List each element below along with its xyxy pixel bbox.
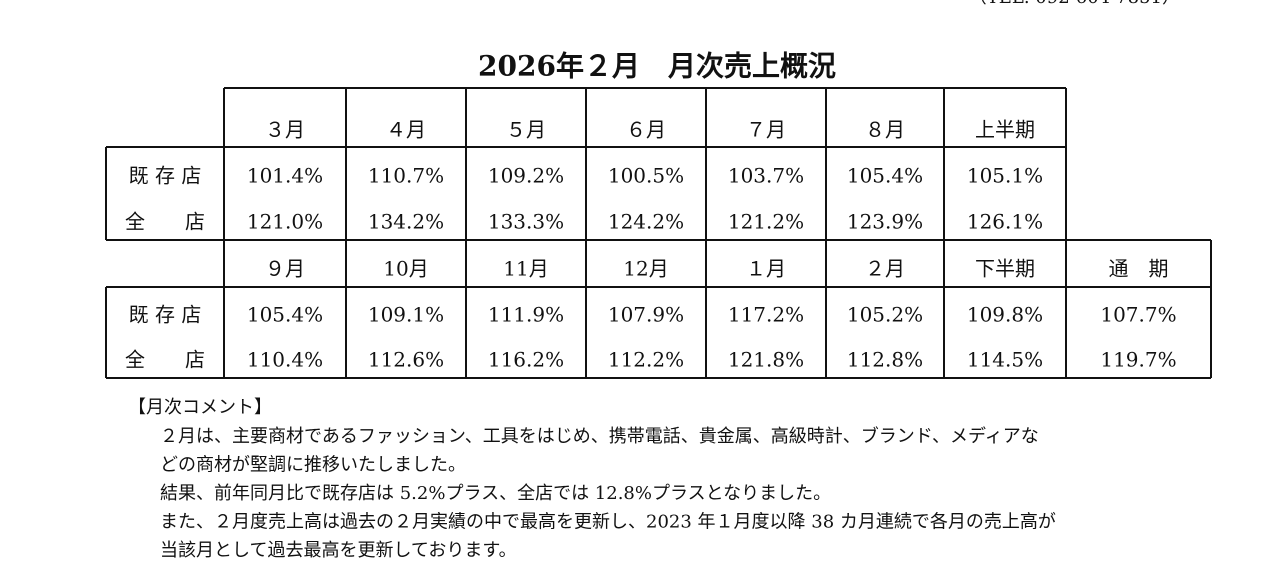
cell-value: 121.8% [728,348,804,372]
table-borders [105,87,1212,379]
cell-value: 109.1% [368,303,444,327]
cell-value: 124.2% [608,210,684,234]
cell-value: 119.7% [1100,348,1176,372]
comment-line: また、２月度売上高は過去の２月実績の中で最高を更新し、2023 年１月度以降 3… [160,512,1056,533]
column-header: ９月 [265,257,305,281]
comment-line: どの商材が堅調に推移いたしました。 [160,455,466,476]
cell-value: 105.1% [967,164,1043,188]
column-header: 10月 [383,257,428,281]
comment-line: ２月は、主要商材であるファッション、工具をはじめ、携帯電話、貴金属、高級時計、ブ… [160,425,1039,447]
cell-value: 111.9% [488,303,564,327]
column-header: ３月 [265,118,305,142]
column-header: ２月 [865,257,905,281]
cell-value: 121.2% [728,210,804,234]
cell-value: 110.4% [247,348,323,372]
cell-value: 105.4% [847,164,923,188]
column-header: 12月 [623,257,668,281]
contact: （TEL. 092-604-7851） [969,0,1180,8]
cell-value: 105.2% [847,303,923,327]
cell-value: 134.2% [368,210,444,234]
cell-value: 109.2% [488,164,564,188]
column-header: 通 期 [1109,257,1169,281]
column-header: 上半期 [975,118,1035,142]
cell-value: 107.7% [1100,303,1176,327]
cell-value: 112.6% [368,348,444,372]
cell-value: 109.8% [967,303,1043,327]
cell-value: 105.4% [247,303,323,327]
cell-value: 117.2% [728,303,804,327]
cell-value: 100.5% [608,164,684,188]
column-header: 11月 [503,257,548,281]
row-label: 全 店 [125,348,205,372]
cell-value: 112.8% [847,348,923,372]
cell-value: 114.5% [967,348,1043,372]
cell-value: 110.7% [368,164,444,188]
comment-heading: 【月次コメント】 [128,397,272,418]
cell-value: 126.1% [967,210,1043,234]
column-header: ７月 [746,118,786,142]
title: 2026年２月 月次売上概況 [478,50,836,83]
column-header: ８月 [865,118,905,142]
row-label: 既 存 店 [129,303,202,327]
comment-line: 当該月として過去最高を更新しております。 [160,540,517,561]
column-header: ６月 [626,118,666,142]
cell-value: 133.3% [488,210,564,234]
comment-line: 結果、前年同月比で既存店は 5.2%プラス、全店では 12.8%プラスとなりまし… [160,483,831,504]
column-header: ４月 [386,118,426,142]
cell-value: 107.9% [608,303,684,327]
cell-value: 112.2% [608,348,684,372]
cell-value: 116.2% [488,348,564,372]
column-header: 下半期 [975,257,1035,281]
cell-value: 101.4% [247,164,323,188]
row-label: 全 店 [125,210,205,234]
cell-value: 121.0% [247,210,323,234]
cell-value: 123.9% [847,210,923,234]
row-label: 既 存 店 [129,164,202,188]
column-header: １月 [746,257,786,281]
column-header: ５月 [506,118,546,142]
cell-value: 103.7% [728,164,804,188]
